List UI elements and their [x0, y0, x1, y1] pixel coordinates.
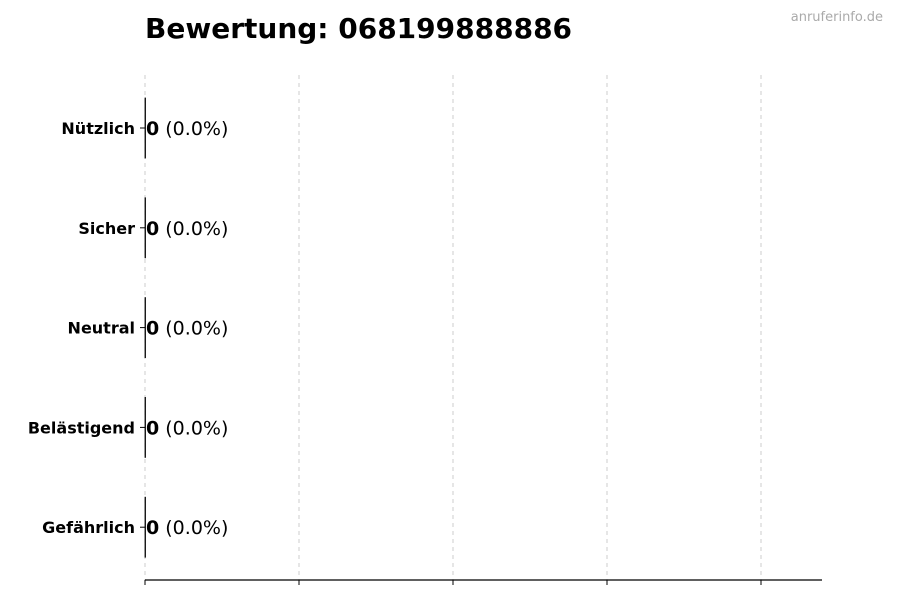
- value-label: 0 (0.0%): [146, 517, 228, 539]
- value-count: 0: [146, 417, 159, 439]
- value-count: 0: [146, 118, 159, 140]
- category-label: Belästigend: [28, 418, 135, 437]
- value-label: 0 (0.0%): [146, 318, 228, 340]
- category-label: Sicher: [78, 219, 135, 238]
- value-count: 0: [146, 517, 159, 539]
- chart-title: Bewertung: 068199888886: [145, 12, 573, 45]
- value-percent: (0.0%): [159, 517, 228, 539]
- value-percent: (0.0%): [159, 417, 228, 439]
- value-label: 0 (0.0%): [146, 218, 228, 240]
- category-label: Nützlich: [61, 119, 135, 138]
- value-percent: (0.0%): [159, 118, 228, 140]
- value-percent: (0.0%): [159, 318, 228, 340]
- category-label: Neutral: [68, 319, 135, 338]
- value-label: 0 (0.0%): [146, 417, 228, 439]
- watermark: anruferinfo.de: [790, 10, 883, 25]
- value-count: 0: [146, 218, 159, 240]
- category-label: Gefährlich: [42, 518, 135, 537]
- value-label: 0 (0.0%): [146, 118, 228, 140]
- value-percent: (0.0%): [159, 218, 228, 240]
- value-count: 0: [146, 318, 159, 340]
